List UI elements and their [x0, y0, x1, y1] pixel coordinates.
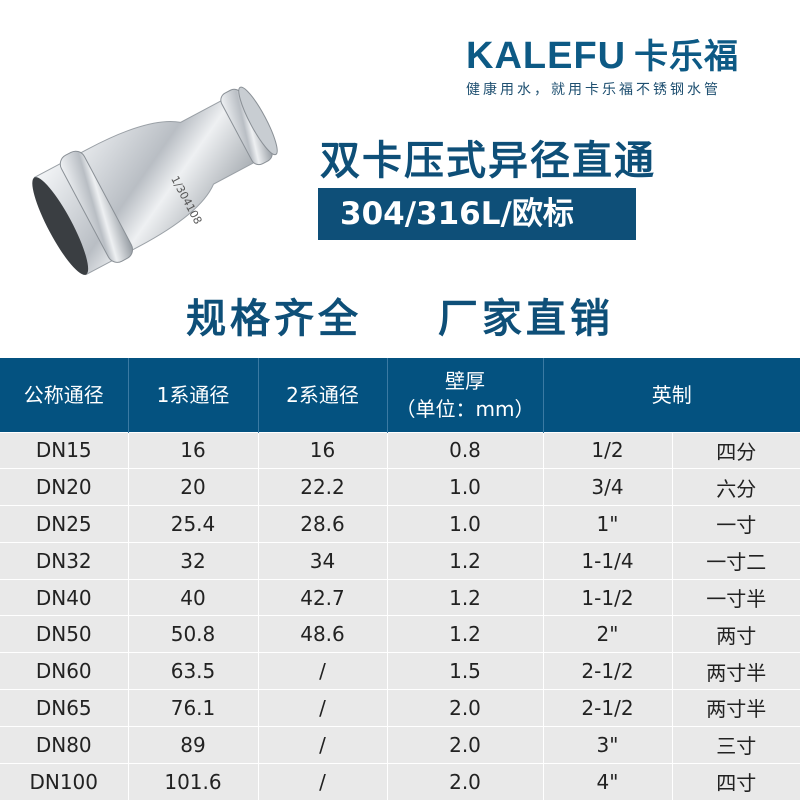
table-cell: 1-1/4 — [543, 541, 673, 580]
table-cell: 1.5 — [387, 652, 544, 690]
sales-slogan: 规格齐全 厂家直销 — [186, 296, 614, 342]
table-row: DN60 63.5/1.5 2-1/2 两寸半 — [0, 652, 800, 690]
table-row: DN80 89/2.0 3" 三寸 — [0, 725, 800, 764]
table-cell: 六分 — [672, 468, 800, 506]
table-cell: DN15 — [0, 431, 129, 469]
table-cell: 1/2 — [543, 431, 673, 469]
header-thickness-label: 壁厚 — [445, 368, 485, 393]
table-cell: 16 — [258, 431, 388, 469]
header-series1: 1系通径 — [128, 358, 259, 432]
table-cell: 1.0 — [387, 468, 544, 506]
table-cell: DN80 — [0, 725, 129, 764]
table-cell: 两寸半 — [672, 689, 800, 727]
table-cell: 2" — [543, 615, 673, 653]
table-row: DN100 101.6/2.0 4" 四寸 — [0, 762, 800, 800]
table-cell: DN40 — [0, 578, 129, 616]
table-cell: DN50 — [0, 615, 129, 653]
table-cell: 2.0 — [387, 689, 544, 727]
table-cell: 28.6 — [258, 505, 388, 543]
reducer-fitting-image: 1/304108 — [32, 86, 278, 276]
product-title: 双卡压式异径直通 — [320, 138, 656, 184]
header-imperial: 英制 — [543, 358, 800, 432]
table-row: DN40 40 42.7 1.2 1-1/2 一寸半 — [0, 578, 800, 616]
table-cell: DN100 — [0, 762, 129, 800]
brand-name-en: KALEFU — [466, 35, 627, 77]
table-cell: 2.0 — [387, 762, 544, 800]
brand-logo: KALEFU 卡乐福 健康用水，就用卡乐福不锈钢水管 — [466, 36, 756, 99]
table-cell: 1.2 — [387, 541, 544, 580]
table-cell: 3" — [543, 725, 673, 764]
table-row: DN32 32 34 1.2 1-1/4 一寸二 — [0, 541, 800, 580]
brand-slogan: 健康用水，就用卡乐福不锈钢水管 — [466, 82, 721, 98]
header-thickness-unit: （单位：mm） — [395, 396, 535, 421]
table-cell: 101.6 — [128, 762, 259, 800]
table-cell: 一寸 — [672, 505, 800, 543]
table-cell: 3/4 — [543, 468, 673, 506]
table-cell: 76.1 — [128, 689, 259, 727]
table-cell: 一寸半 — [672, 578, 800, 616]
table-cell: 0.8 — [387, 431, 544, 469]
table-cell: 42.7 — [258, 578, 388, 616]
table-cell: / — [258, 725, 388, 764]
table-row: DN50 50.8 48.6 1.2 2" 两寸 — [0, 615, 800, 653]
table-cell: 16 — [128, 431, 259, 469]
table-cell: / — [258, 762, 388, 800]
table-cell: 22.2 — [258, 468, 388, 506]
table-cell: DN65 — [0, 689, 129, 727]
table-cell: 4" — [543, 762, 673, 800]
material-banner: 304/316L/欧标 — [318, 188, 636, 240]
table-cell: 1-1/2 — [543, 578, 673, 616]
table-cell: DN32 — [0, 541, 129, 580]
table-cell: 25.4 — [128, 505, 259, 543]
table-cell: 2.0 — [387, 725, 544, 764]
spec-table: 公称通径 1系通径 2系通径 壁厚 （单位：mm） 英制 DN15 16 16 0.8 1… — [0, 358, 800, 800]
table-cell: 2-1/2 — [543, 689, 673, 727]
table-cell: / — [258, 689, 388, 727]
table-cell: 两寸 — [672, 615, 800, 653]
table-cell: 89 — [128, 725, 259, 764]
table-row: DN65 76.1/2.0 2-1/2 两寸半 — [0, 689, 800, 727]
header-thickness: 壁厚 （单位：mm） — [387, 358, 544, 432]
table-cell: 34 — [258, 541, 388, 580]
header-series2: 2系通径 — [258, 358, 388, 432]
table-cell: 一寸二 — [672, 541, 800, 580]
table-cell: DN60 — [0, 652, 129, 690]
table-cell: 四分 — [672, 431, 800, 469]
table-cell: DN25 — [0, 505, 129, 543]
table-cell: 1" — [543, 505, 673, 543]
table-cell: 三寸 — [672, 725, 800, 764]
table-cell: DN20 — [0, 468, 129, 506]
table-cell: / — [258, 652, 388, 690]
table-cell: 48.6 — [258, 615, 388, 653]
table-cell: 50.8 — [128, 615, 259, 653]
table-cell: 四寸 — [672, 762, 800, 800]
table-row: DN25 25.4 28.6 1.0 1" 一寸 — [0, 505, 800, 543]
table-cell: 2-1/2 — [543, 652, 673, 690]
table-cell: 63.5 — [128, 652, 259, 690]
table-row: DN15 16 16 0.8 1/2 四分 — [0, 431, 800, 469]
header-nominal: 公称通径 — [0, 358, 129, 432]
table-cell: 20 — [128, 468, 259, 506]
table-row: DN20 20 22.2 1.0 3/4 六分 — [0, 468, 800, 506]
brand-name-cn: 卡乐福 — [634, 38, 740, 76]
table-cell: 1.0 — [387, 505, 544, 543]
table-cell: 32 — [128, 541, 259, 580]
table-header: 公称通径 1系通径 2系通径 壁厚 （单位：mm） 英制 — [0, 358, 800, 432]
table-cell: 40 — [128, 578, 259, 616]
table-cell: 1.2 — [387, 615, 544, 653]
table-cell: 1.2 — [387, 578, 544, 616]
table-cell: 两寸半 — [672, 652, 800, 690]
